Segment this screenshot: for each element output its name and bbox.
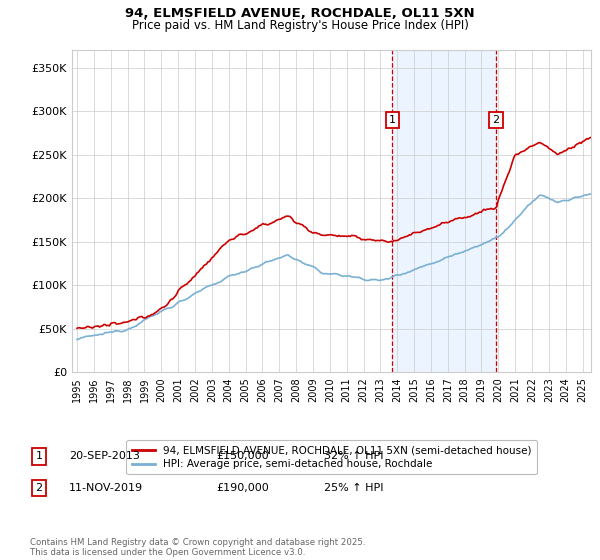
- Text: 94, ELMSFIELD AVENUE, ROCHDALE, OL11 5XN: 94, ELMSFIELD AVENUE, ROCHDALE, OL11 5XN: [125, 7, 475, 20]
- Bar: [392, 50, 496, 372]
- Text: £190,000: £190,000: [216, 483, 269, 493]
- Text: 11-NOV-2019: 11-NOV-2019: [69, 483, 143, 493]
- Text: 2: 2: [35, 483, 43, 493]
- Text: 1: 1: [35, 451, 43, 461]
- Text: £150,000: £150,000: [216, 451, 269, 461]
- Text: 32% ↑ HPI: 32% ↑ HPI: [324, 451, 383, 461]
- Text: 1: 1: [389, 115, 396, 125]
- Text: 20-SEP-2013: 20-SEP-2013: [69, 451, 140, 461]
- Text: Contains HM Land Registry data © Crown copyright and database right 2025.
This d: Contains HM Land Registry data © Crown c…: [30, 538, 365, 557]
- Text: 2: 2: [493, 115, 500, 125]
- Legend: 94, ELMSFIELD AVENUE, ROCHDALE, OL11 5XN (semi-detached house), HPI: Average pri: 94, ELMSFIELD AVENUE, ROCHDALE, OL11 5XN…: [127, 440, 536, 474]
- Text: Price paid vs. HM Land Registry's House Price Index (HPI): Price paid vs. HM Land Registry's House …: [131, 19, 469, 32]
- Text: 25% ↑ HPI: 25% ↑ HPI: [324, 483, 383, 493]
